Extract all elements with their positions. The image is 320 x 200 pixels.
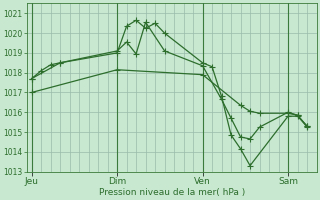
X-axis label: Pression niveau de la mer( hPa ): Pression niveau de la mer( hPa ) xyxy=(99,188,245,197)
